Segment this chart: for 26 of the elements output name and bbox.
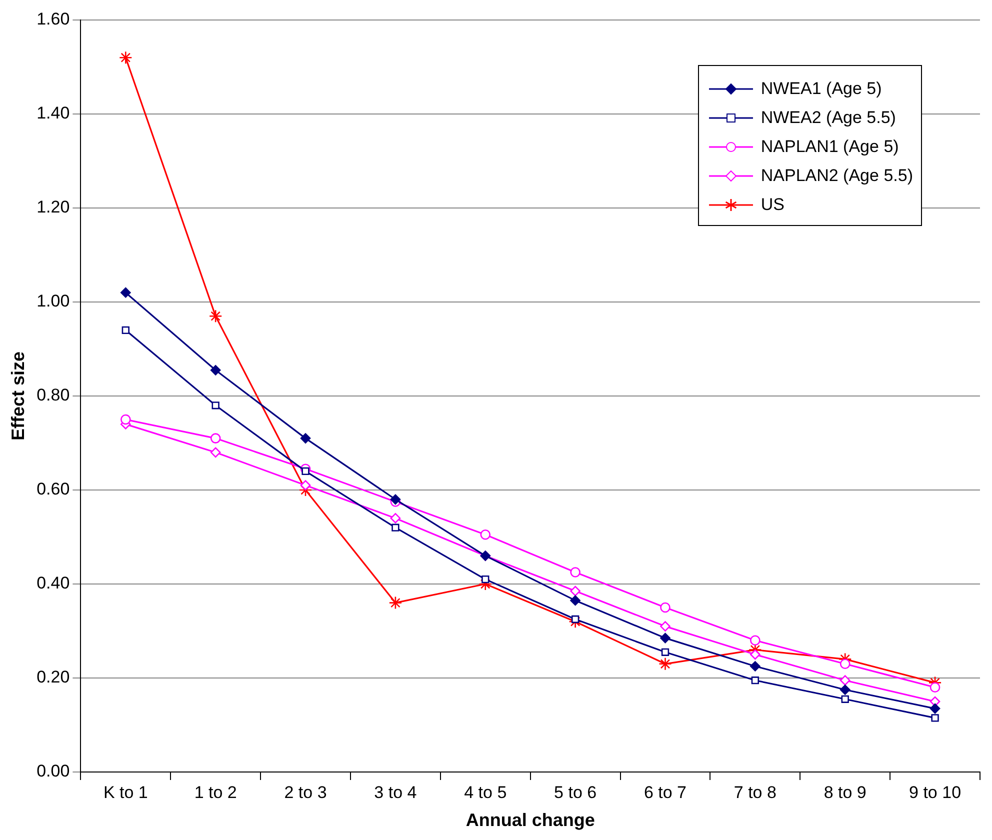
y-tick-label: 1.40 xyxy=(36,104,70,123)
y-tick-label: 0.20 xyxy=(36,668,70,687)
y-tick-label: 0.60 xyxy=(36,480,70,499)
legend-label: US xyxy=(760,194,784,216)
y-tick-label: 0.80 xyxy=(36,386,70,405)
x-axis-title: Annual change xyxy=(466,810,595,830)
x-tick-label: 8 to 9 xyxy=(824,782,866,802)
x-tick-label: 1 to 2 xyxy=(194,782,237,802)
legend-label: NAPLAN1 (Age 5) xyxy=(760,136,899,158)
x-tick-label: 2 to 3 xyxy=(284,782,327,802)
x-tick-label: 9 to 10 xyxy=(909,782,962,802)
y-tick-label: 0.40 xyxy=(36,574,70,593)
y-tick-label: 1.60 xyxy=(36,10,70,29)
x-tick-label: 7 to 8 xyxy=(734,782,776,802)
legend-label: NWEA1 (Age 5) xyxy=(760,78,882,100)
y-tick-label: 1.00 xyxy=(36,292,70,311)
x-tick-label: 4 to 5 xyxy=(464,782,507,802)
y-axis-title: Effect size xyxy=(8,351,28,441)
legend-label: NWEA2 (Age 5.5) xyxy=(760,107,896,129)
legend-label: NAPLAN2 (Age 5.5) xyxy=(760,165,913,187)
y-tick-label: 0.00 xyxy=(36,762,70,781)
x-tick-label: 6 to 7 xyxy=(644,782,687,802)
x-tick-label: 5 to 6 xyxy=(554,782,597,802)
x-tick-label: 3 to 4 xyxy=(374,782,417,802)
x-tick-label: K to 1 xyxy=(103,782,148,802)
y-tick-label: 1.20 xyxy=(36,198,70,217)
